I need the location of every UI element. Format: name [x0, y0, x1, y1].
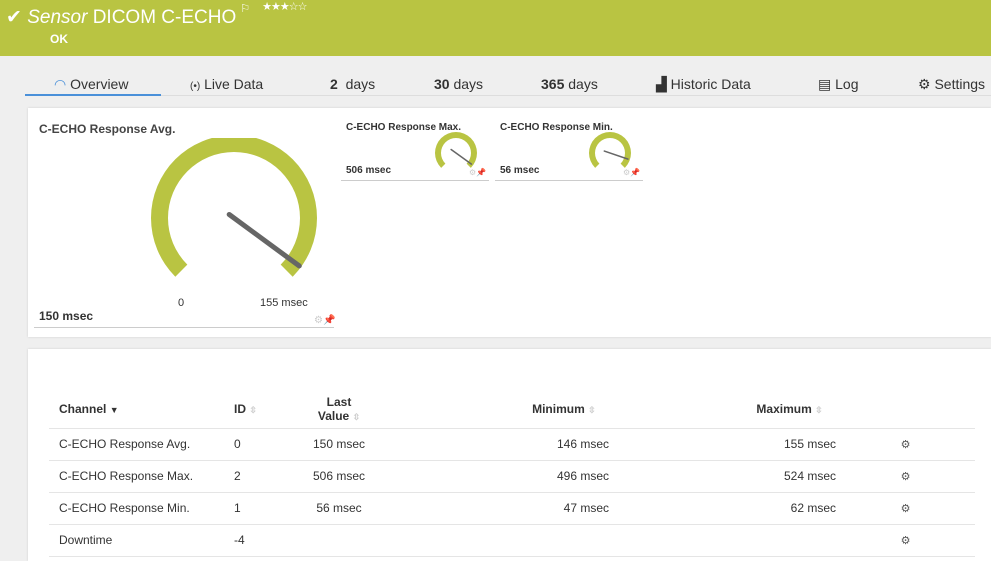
sensor-header: ✔ Sensor DICOM C-ECHO ⚐ ★★★☆☆ OK — [0, 0, 991, 56]
chart-icon: ▟ — [656, 76, 667, 92]
sort-icon: ⇳ — [352, 411, 361, 422]
check-icon: ✔ — [6, 7, 22, 28]
gauge-settings-icon[interactable]: ⚙📌 — [469, 168, 487, 177]
channel-id: 2 — [234, 460, 284, 493]
gauge-avg-title: C-ECHO Response Avg. — [39, 122, 176, 136]
channel-name[interactable]: C-ECHO Response Avg. — [49, 428, 234, 461]
last-value: 150 msec — [284, 428, 394, 461]
list-icon: ▤ — [818, 76, 832, 92]
last-value: 506 msec — [284, 460, 394, 493]
tab-divider — [161, 95, 991, 96]
gauge-avg-value: 150 msec — [39, 309, 94, 323]
channel-settings-icon[interactable]: ⚙ — [836, 524, 975, 557]
maximum-value: 155 msec — [609, 428, 836, 461]
tab-live-data[interactable]: (•) Live Data — [190, 76, 264, 92]
col-maximum[interactable]: Maximum ⇳ — [609, 390, 836, 429]
gauge-arc — [435, 132, 477, 168]
channel-id: -4 — [234, 524, 284, 557]
priority-stars[interactable]: ★★★☆☆ — [262, 1, 307, 13]
gauge-arc — [151, 138, 317, 277]
sort-icon: ⇳ — [249, 404, 257, 415]
channels-table: Channel ▼ ID ⇳ Last Value ⇳ Minimum ⇳ Max… — [49, 390, 975, 557]
maximum-value: 62 msec — [609, 492, 836, 525]
gauge-max-value: 506 msec — [346, 165, 392, 176]
tab-log[interactable]: ▤ Log — [818, 76, 859, 92]
minimum-value: 47 msec — [394, 492, 609, 525]
col-minimum[interactable]: Minimum ⇳ — [394, 390, 609, 429]
channel-settings-icon[interactable]: ⚙ — [836, 460, 975, 493]
status-text: OK — [50, 32, 68, 46]
channel-id: 0 — [234, 428, 284, 461]
gauge-settings-icon[interactable]: ⚙📌 — [623, 168, 641, 177]
gauge-avg-max: 155 msec — [260, 297, 308, 309]
channel-settings-icon[interactable]: ⚙ — [836, 428, 975, 461]
last-value — [284, 524, 394, 557]
broadcast-icon: (•) — [190, 81, 201, 92]
table-row[interactable]: C-ECHO Response Min. 1 56 msec 47 msec 6… — [49, 492, 975, 525]
table-row[interactable]: C-ECHO Response Max. 2 506 msec 496 msec… — [49, 460, 975, 493]
tab-2-days[interactable]: 2 days — [330, 76, 376, 92]
gauge-settings-icon[interactable]: ⚙📌 — [314, 315, 336, 326]
col-last-value[interactable]: Last Value ⇳ — [284, 390, 394, 429]
table-row[interactable]: C-ECHO Response Avg. 0 150 msec 146 msec… — [49, 428, 975, 461]
gauge-max[interactable] — [426, 128, 486, 178]
table-row[interactable]: Downtime -4 ⚙ — [49, 524, 975, 557]
channel-settings-icon[interactable]: ⚙ — [836, 492, 975, 525]
gauges-panel: C-ECHO Response Avg. 0 155 msec 150 msec… — [28, 108, 991, 337]
gauge-avg-min: 0 — [178, 297, 185, 309]
minimum-value — [394, 524, 609, 557]
flag-icon[interactable]: ⚐ — [240, 3, 251, 15]
gauge-arc — [589, 132, 631, 168]
gauge-min-value: 56 msec — [500, 165, 540, 176]
gauge-avg[interactable] — [138, 138, 338, 318]
channel-name[interactable]: Downtime — [49, 524, 234, 557]
tab-settings[interactable]: ⚙ Settings — [918, 76, 986, 92]
gauge-needle — [226, 211, 302, 269]
minimum-value: 146 msec — [394, 428, 609, 461]
col-channel[interactable]: Channel ▼ — [49, 390, 234, 429]
gauge-min[interactable] — [580, 128, 640, 178]
sort-icon: ⇳ — [588, 404, 596, 415]
gauge-max-title: C-ECHO Response Max. — [346, 122, 462, 133]
sort-icon: ⇳ — [815, 404, 823, 415]
gauge-icon: ◠ — [54, 76, 67, 92]
gauge-min-title: C-ECHO Response Min. — [500, 122, 613, 133]
maximum-value — [609, 524, 836, 557]
tab-365-days[interactable]: 365 days — [541, 76, 598, 92]
tab-overview[interactable]: ◠ Overview — [54, 76, 129, 92]
sensor-title: ✔ Sensor DICOM C-ECHO — [6, 7, 237, 28]
tab-historic-data[interactable]: ▟ Historic Data — [656, 76, 751, 92]
channel-name[interactable]: C-ECHO Response Min. — [49, 492, 234, 525]
last-value: 56 msec — [284, 492, 394, 525]
gear-icon: ⚙ — [918, 76, 931, 92]
active-tab-indicator — [25, 94, 161, 96]
channel-id: 1 — [234, 492, 284, 525]
sort-desc-icon: ▼ — [109, 404, 119, 415]
maximum-value: 524 msec — [609, 460, 836, 493]
minimum-value: 496 msec — [394, 460, 609, 493]
channel-name[interactable]: C-ECHO Response Max. — [49, 460, 234, 493]
col-id[interactable]: ID ⇳ — [234, 390, 284, 429]
tab-30-days[interactable]: 30 days — [434, 76, 484, 92]
gauge-needle — [603, 150, 629, 160]
gauge-needle — [450, 148, 473, 165]
